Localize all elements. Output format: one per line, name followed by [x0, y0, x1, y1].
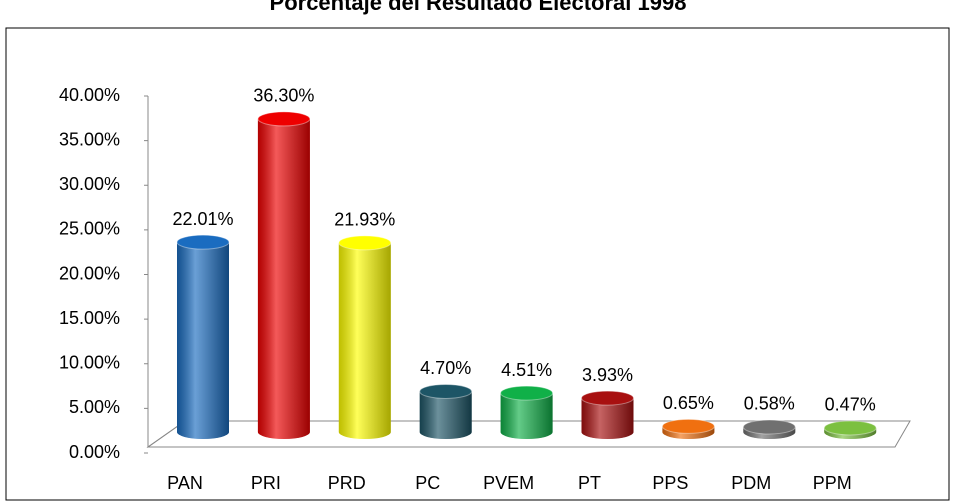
bar-top: [823, 420, 877, 436]
data-label: 0.65%: [663, 393, 714, 413]
y-tick-label: 5.00%: [69, 397, 120, 417]
x-tick-label: PC: [415, 473, 440, 493]
y-tick-label: 15.00%: [59, 308, 120, 328]
bar-top: [742, 419, 796, 435]
bar-shade: [419, 391, 472, 439]
data-label: 3.93%: [582, 365, 633, 385]
x-tick-label: PVEM: [483, 473, 534, 493]
bar-shade: [257, 118, 310, 439]
bar-top: [257, 111, 311, 127]
x-tick-label: PDM: [731, 473, 771, 493]
data-label: 36.30%: [253, 86, 314, 106]
y-tick-label: 35.00%: [59, 129, 120, 149]
y-tick-label: 10.00%: [59, 353, 120, 373]
bar-top: [661, 418, 715, 434]
bar-top: [176, 234, 230, 250]
y-tick-label: 25.00%: [59, 219, 120, 239]
y-tick-label: 40.00%: [59, 85, 120, 105]
data-label: 0.47%: [825, 395, 876, 415]
y-tick-label: 30.00%: [59, 174, 120, 194]
x-tick-label: PPM: [813, 473, 852, 493]
y-tick-label: 20.00%: [59, 263, 120, 283]
x-tick-label: PT: [578, 473, 601, 493]
bar-shade: [500, 393, 553, 439]
chart-title: Porcentaje del Resultado Electoral 1998: [270, 0, 687, 15]
x-tick-label: PRD: [328, 473, 366, 493]
data-label: 0.58%: [744, 394, 795, 414]
x-tick-label: PPS: [652, 473, 688, 493]
bar-shade: [177, 242, 229, 439]
x-tick-label: PRI: [251, 473, 281, 493]
bar-top: [500, 385, 554, 401]
bar-shade: [338, 242, 391, 439]
bar-top: [581, 390, 634, 406]
data-label: 21.93%: [334, 210, 395, 230]
x-tick-label: PAN: [167, 473, 203, 493]
data-label: 4.51%: [501, 360, 552, 380]
y-tick-label: 0.00%: [69, 442, 120, 462]
bar-top: [419, 383, 473, 399]
data-label: 4.70%: [420, 358, 471, 378]
bar-shade: [581, 398, 634, 439]
data-label: 22.01%: [172, 209, 233, 229]
floor: [146, 420, 911, 448]
chart-border: [5, 27, 950, 501]
bar-top: [338, 235, 392, 251]
